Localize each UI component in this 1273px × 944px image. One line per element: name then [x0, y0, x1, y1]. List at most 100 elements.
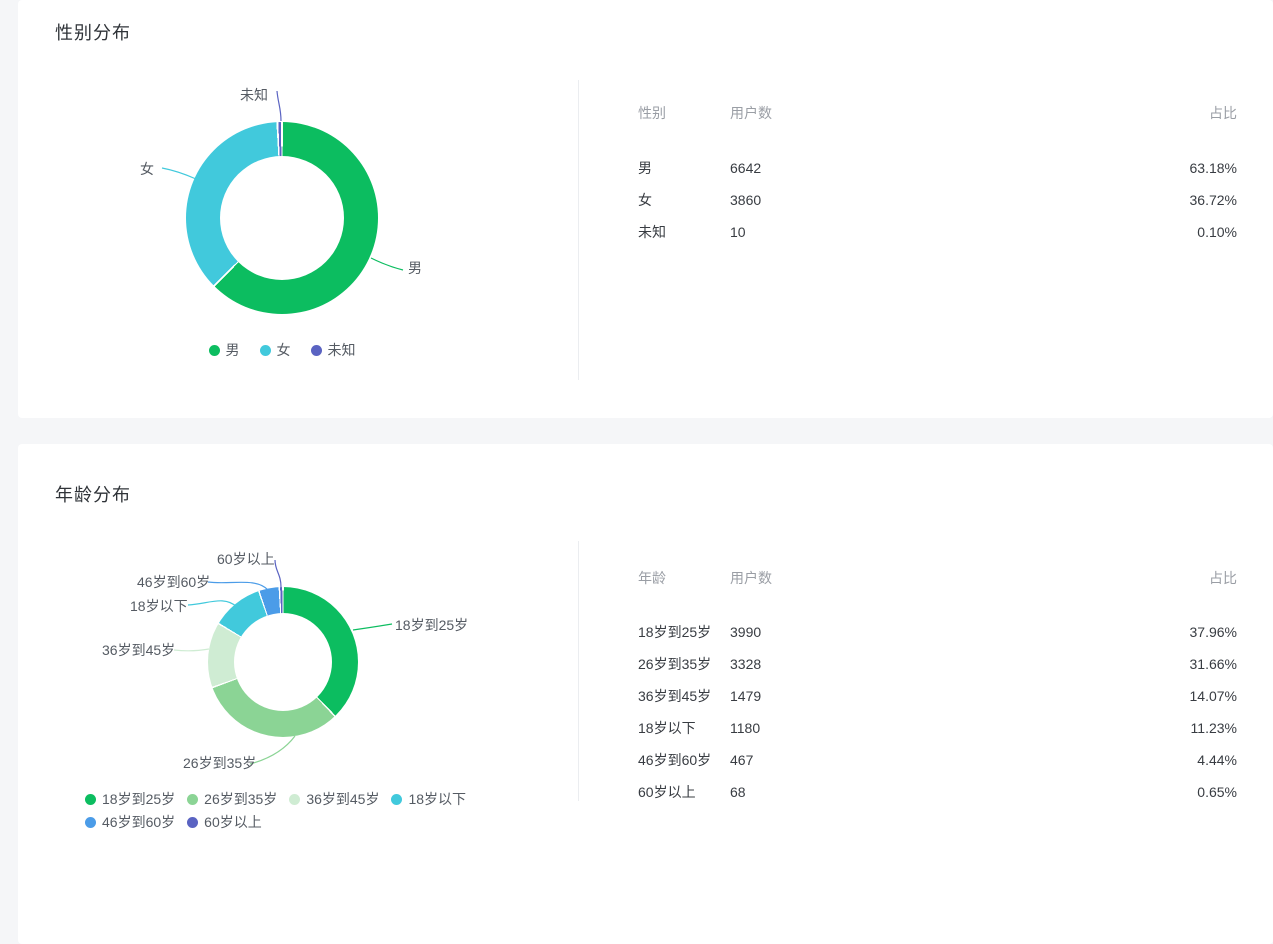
cell-user-count: 3990 — [730, 624, 762, 640]
age-legend: 18岁到25岁 26岁到35岁 36岁到45岁 18岁以下 46岁到60岁 60岁以上 — [85, 789, 515, 832]
table-row: 18岁以下 1180 11.23% — [638, 712, 1237, 744]
gender-donut-hole — [220, 156, 344, 280]
leader-line-over-60 — [274, 559, 282, 588]
leader-line-46-60 — [207, 581, 269, 591]
cell-percent: 63.18% — [1189, 160, 1237, 176]
callout-label-36-45: 36岁到45岁 — [102, 642, 176, 658]
cell-label: 18岁到25岁 — [638, 624, 712, 640]
legend-item[interactable]: 18岁以下 — [391, 789, 466, 809]
legend-dot-icon — [310, 344, 322, 356]
table-row: 未知 10 0.10% — [638, 216, 1237, 248]
cell-user-count: 10 — [730, 224, 746, 240]
table-row: 18岁到25岁 3990 37.96% — [638, 616, 1237, 648]
gender-table: 性别 用户数 占比 男 6642 63.18% 女 3860 36.72% 未知 10 0.10… — [638, 103, 1237, 248]
cell-percent: 31.66% — [1189, 656, 1237, 672]
legend-label: 18岁以下 — [408, 791, 467, 807]
legend-item[interactable]: 36岁到45岁 — [289, 789, 379, 809]
legend-item[interactable]: 女 — [259, 340, 291, 360]
legend-label: 男 — [225, 342, 240, 358]
legend-label: 36岁到45岁 — [306, 791, 380, 807]
legend-item[interactable]: 男 — [208, 340, 240, 360]
legend-dot-icon — [208, 344, 220, 356]
table-row: 46岁到60岁 467 4.44% — [638, 744, 1237, 776]
age-donut-hole — [234, 613, 332, 711]
legend-item[interactable]: 46岁到60岁 — [85, 812, 175, 832]
leader-line-under-18 — [187, 600, 238, 608]
age-table-header: 年龄 用户数 占比 — [638, 568, 1237, 588]
callout-label-46-60: 46岁到60岁 — [137, 574, 211, 590]
cell-user-count: 68 — [730, 784, 746, 800]
cell-label: 26岁到35岁 — [638, 656, 712, 672]
legend-label: 女 — [276, 342, 291, 358]
cell-percent: 11.23% — [1190, 720, 1237, 736]
table-row: 女 3860 36.72% — [638, 184, 1237, 216]
column-header-percent: 占比 — [1209, 105, 1237, 121]
legend-item[interactable]: 未知 — [310, 340, 356, 360]
leader-line-36-45 — [173, 648, 210, 652]
legend-dot-icon — [187, 816, 199, 828]
legend-label: 18岁到25岁 — [102, 791, 176, 807]
leader-line-18-25 — [352, 623, 393, 631]
callout-label-18-25: 18岁到25岁 — [395, 617, 469, 633]
cell-label: 36岁到45岁 — [638, 688, 712, 704]
cell-user-count: 1479 — [730, 688, 762, 704]
legend-dot-icon — [391, 793, 403, 805]
column-header-percent: 占比 — [1209, 570, 1237, 586]
column-header-users: 用户数 — [730, 105, 772, 121]
cell-label: 女 — [638, 192, 652, 208]
table-row: 36岁到45岁 1479 14.07% — [638, 680, 1237, 712]
legend-dot-icon — [259, 344, 271, 356]
table-row: 60岁以上 68 0.65% — [638, 776, 1237, 808]
legend-dot-icon — [85, 816, 96, 828]
legend-item[interactable]: 26岁到35岁 — [187, 789, 277, 809]
cell-label: 未知 — [638, 224, 666, 240]
leader-line-male — [370, 257, 404, 271]
gender-distribution-card: 性别分布 未知 女 男 男女未知 性别 用户数 占比 男 6642 63.18% 女 3… — [18, 0, 1273, 418]
vertical-divider — [578, 541, 579, 801]
legend-item[interactable]: 18岁到25岁 — [85, 789, 175, 809]
callout-label-26-35: 26岁到35岁 — [183, 755, 257, 771]
cell-label: 男 — [638, 160, 652, 176]
cell-user-count: 1180 — [730, 720, 761, 736]
legend-label: 26岁到35岁 — [204, 791, 278, 807]
legend-label: 46岁到60岁 — [102, 814, 176, 830]
legend-dot-icon — [289, 793, 301, 805]
legend-label: 60岁以上 — [204, 814, 262, 830]
callout-label-female: 女 — [140, 161, 154, 177]
cell-percent: 36.72% — [1189, 192, 1237, 208]
column-header-users: 用户数 — [730, 570, 772, 586]
cell-user-count: 467 — [730, 752, 754, 768]
leader-line-female — [161, 167, 197, 180]
column-header-age: 年龄 — [638, 570, 666, 586]
cell-user-count: 3860 — [730, 192, 762, 208]
cell-label: 18岁以下 — [638, 720, 696, 736]
age-distribution-card: 年龄分布 60岁以上 46岁到60岁 18岁以下 36岁到45岁 26岁到35岁… — [18, 444, 1273, 944]
callout-label-male: 男 — [408, 260, 422, 276]
age-table: 年龄 用户数 占比 18岁到25岁 3990 37.96% 26岁到35岁 3328 31… — [638, 568, 1237, 808]
leader-line-26-35 — [249, 735, 296, 765]
gender-legend: 男 女 未知 — [102, 340, 462, 360]
table-row: 26岁到35岁 3328 31.66% — [638, 648, 1237, 680]
leader-line-unknown — [276, 90, 282, 122]
table-row: 男 6642 63.18% — [638, 152, 1237, 184]
vertical-divider — [578, 80, 579, 380]
cell-user-count: 3328 — [730, 656, 762, 672]
callout-label-unknown: 未知 — [240, 87, 268, 103]
legend-label: 未知 — [327, 342, 356, 358]
legend-dot-icon — [187, 793, 199, 805]
age-section-title: 年龄分布 — [55, 485, 131, 505]
cell-label: 60岁以上 — [638, 784, 696, 800]
cell-user-count: 6642 — [730, 160, 762, 176]
cell-percent: 14.07% — [1189, 688, 1237, 704]
callout-label-over-60: 60岁以上 — [217, 551, 275, 567]
column-header-gender: 性别 — [638, 105, 666, 121]
legend-dot-icon — [85, 793, 96, 805]
gender-section-title: 性别分布 — [55, 23, 131, 43]
callout-label-under-18: 18岁以下 — [130, 598, 188, 614]
cell-percent: 0.65% — [1197, 784, 1237, 800]
cell-percent: 4.44% — [1197, 752, 1237, 768]
cell-label: 46岁到60岁 — [638, 752, 712, 768]
cell-percent: 0.10% — [1197, 224, 1237, 240]
legend-item[interactable]: 60岁以上 — [187, 812, 262, 832]
gender-table-header: 性别 用户数 占比 — [638, 103, 1237, 123]
